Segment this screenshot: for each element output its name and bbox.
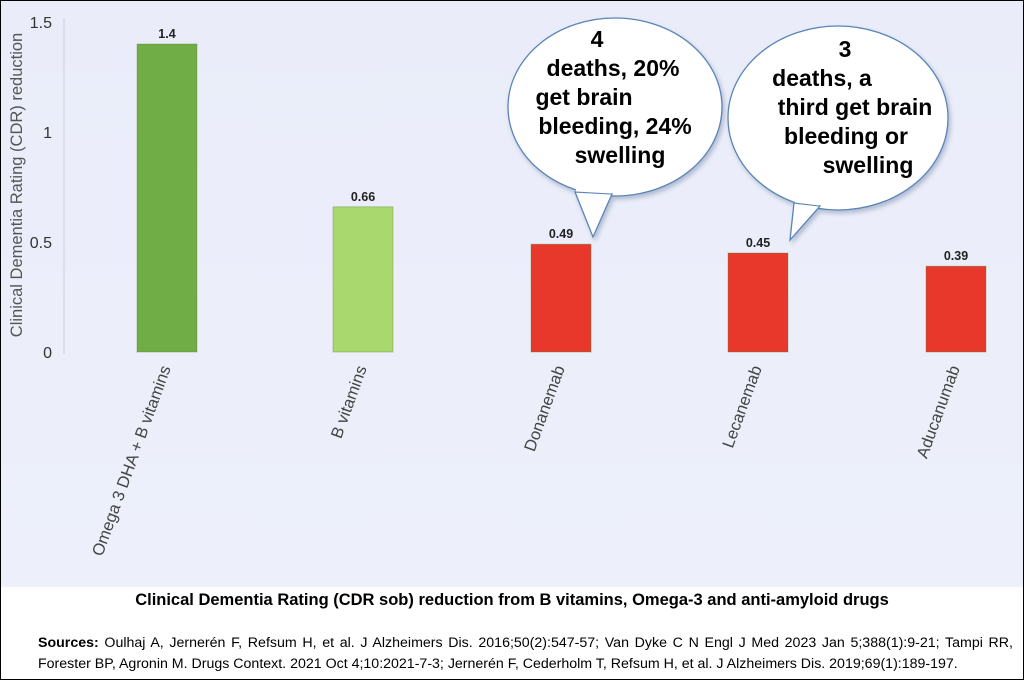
bar-value-label: 1.4 xyxy=(158,27,175,41)
callout-line: third get brain xyxy=(778,94,933,120)
callout-text: 3 deaths, a third get brain bleeding or swel… xyxy=(772,36,932,178)
bar-value-label: 0.45 xyxy=(746,236,770,250)
callout-line: swelling xyxy=(823,152,914,178)
chart-caption: Clinical Dementia Rating (CDR sob) reduc… xyxy=(135,591,889,609)
y-tick-label: 1.5 xyxy=(30,15,52,32)
bar xyxy=(136,43,198,353)
callout-bubble xyxy=(507,17,723,239)
callout-tail xyxy=(789,202,822,242)
callout-body xyxy=(727,25,949,211)
callout-tail-join xyxy=(794,199,820,206)
callout-body xyxy=(507,17,723,197)
x-tick-label: Omega 3 DHA + B vitamins xyxy=(89,363,175,558)
bar xyxy=(530,243,592,353)
y-tick-label: 0.5 xyxy=(30,235,52,252)
x-tick-label: Donanemab xyxy=(521,363,569,454)
x-tick-label: Aducanumab xyxy=(914,363,964,461)
bar-value-label: 0.49 xyxy=(549,227,573,241)
callout-line: 4 xyxy=(591,26,604,52)
bar-chart: 0 0.5 1 1.5 1.4 0.66 0.49 0.45 0.39 Omega 3 DHA… xyxy=(8,15,987,559)
x-tick-label: Lecanemab xyxy=(719,363,765,450)
sources-text: Oulhaj A, Jernerén F, Refsum H, et al. J… xyxy=(38,635,1013,672)
callout-line: get brain xyxy=(535,84,632,110)
bar-value-label: 0.39 xyxy=(944,249,968,263)
y-tick-label: 0 xyxy=(43,345,52,362)
callout-tail xyxy=(574,191,613,239)
y-axis-label: Clinical Dementia Rating (CDR) reduction xyxy=(8,33,26,337)
bar-value-label: 0.66 xyxy=(351,190,375,204)
sources-label: Sources: xyxy=(38,635,99,651)
callout-tail-join xyxy=(575,188,612,194)
callout-line: deaths, 20% xyxy=(547,55,680,81)
callout-line: bleeding, 24% xyxy=(538,113,691,139)
callout-line: swelling xyxy=(575,142,666,168)
callout-bubble xyxy=(727,25,949,242)
callout-line: 3 xyxy=(839,36,852,62)
callout-text: 4 deaths, 20% get brain bleeding, 24% swelli… xyxy=(535,26,691,168)
callout-line: deaths, a xyxy=(772,65,872,91)
bar xyxy=(925,265,987,353)
y-tick-label: 1 xyxy=(43,125,52,142)
sources-note: Sources: Oulhaj A, Jernerén F, Refsum H,… xyxy=(38,633,1013,675)
bar xyxy=(727,252,789,353)
bar xyxy=(332,206,394,353)
callout-line: bleeding or xyxy=(784,123,908,149)
x-tick-label: B vitamins xyxy=(328,363,371,441)
